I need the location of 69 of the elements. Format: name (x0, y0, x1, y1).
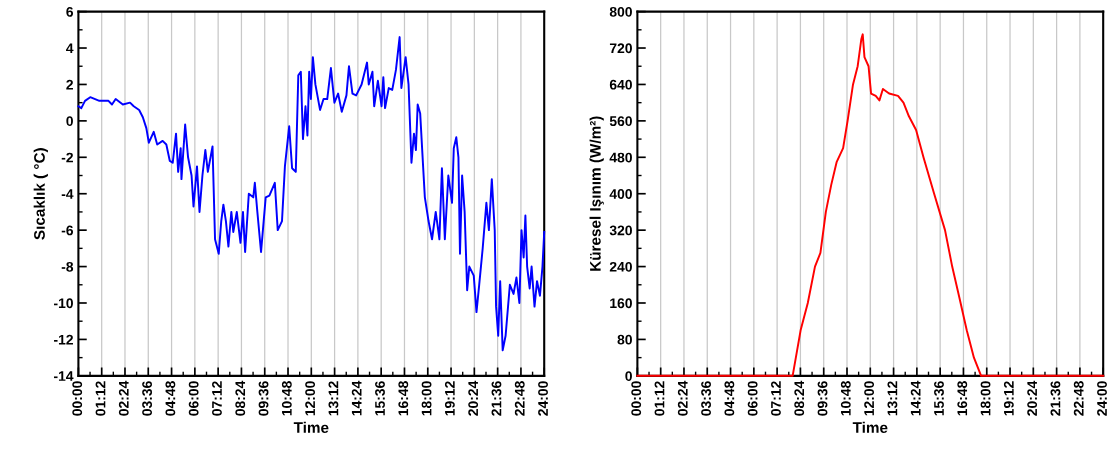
x-tick-label: 21:36 (491, 381, 502, 416)
x-tick-label: 22:48 (514, 381, 525, 416)
line-series (77, 36, 546, 352)
x-tick-label: 04:48 (724, 381, 735, 416)
x-axis-title: Time (852, 421, 888, 433)
x-tick-label: 21:36 (1050, 381, 1061, 416)
x-tick-label: 04:48 (165, 381, 176, 416)
y-tick-label: 0 (66, 116, 73, 127)
x-tick-label: 19:12 (444, 381, 455, 416)
x-axis-title: Time (293, 421, 329, 433)
x-tick-label: 06:00 (188, 381, 199, 416)
x-tick-label: 13:12 (887, 381, 898, 416)
x-tick-label: 24:00 (1097, 381, 1107, 416)
x-tick-label: 07:12 (771, 381, 781, 416)
x-tick-label: 01:12 (95, 381, 106, 416)
x-tick-label: 01:12 (654, 381, 665, 416)
x-tick-label: 24:00 (538, 381, 548, 416)
x-tick-label: 19:12 (1003, 381, 1014, 416)
x-tick-label: 14:24 (351, 380, 362, 416)
x-tick-label: 15:36 (375, 381, 385, 416)
x-tick-label: 12:00 (864, 381, 875, 416)
x-tick-label: 18:00 (421, 381, 432, 416)
y-tick-label: -12 (54, 334, 73, 345)
y-tick-label: 800 (609, 6, 632, 17)
y-tick-label: 240 (609, 261, 632, 272)
y-tick-label: -2 (61, 152, 73, 163)
y-tick-label: 480 (609, 152, 632, 163)
x-tick-label: 16:48 (957, 381, 968, 416)
y-tick-label: 0 (625, 371, 632, 382)
y-tick-label: -8 (61, 261, 74, 272)
y-tick-label: -14 (54, 371, 74, 381)
x-tick-label: 16:48 (398, 381, 409, 416)
y-tick-label: 160 (610, 298, 632, 309)
x-tick-label: 10:48 (840, 381, 851, 416)
x-tick-label: 08:24 (794, 380, 805, 416)
y-axis-title: Sıcaklık ( °C) (33, 148, 48, 240)
x-tick-label: 03:36 (701, 381, 711, 416)
x-tick-label: 02:24 (677, 380, 688, 416)
y-tick-label: 80 (617, 334, 632, 345)
x-tick-label: 22:48 (1073, 381, 1084, 416)
y-tick-label: -6 (61, 225, 74, 236)
y-tick-label: 4 (66, 43, 74, 54)
x-tick-label: 08:24 (235, 380, 246, 416)
y-tick-label: 320 (609, 225, 632, 236)
x-tick-label: 20:24 (468, 380, 479, 416)
x-tick-label: 00:00 (631, 381, 642, 416)
x-tick-label: 10:48 (281, 381, 292, 416)
x-tick-label: 03:36 (142, 381, 153, 416)
x-tick-label: 07:12 (212, 381, 222, 416)
x-tick-label: 09:36 (258, 381, 269, 416)
y-tick-label: -10 (54, 298, 73, 309)
y-tick-label: 6 (66, 6, 74, 17)
x-tick-label: 13:12 (328, 381, 339, 416)
x-tick-label: 14:24 (910, 380, 921, 416)
y-axis-title: Küresel Işınım (W/m²) (589, 116, 604, 271)
y-tick-label: 560 (609, 116, 632, 127)
x-tick-label: 20:24 (1027, 380, 1038, 416)
y-tick-label: -4 (61, 189, 74, 199)
x-tick-label: 09:36 (817, 381, 828, 416)
y-tick-label: 400 (609, 189, 632, 199)
x-tick-label: 06:00 (747, 381, 758, 416)
y-tick-label: 720 (609, 43, 632, 54)
x-tick-label: 15:36 (934, 381, 944, 416)
x-tick-label: 02:24 (118, 380, 129, 416)
x-tick-label: 12:00 (305, 381, 316, 416)
x-tick-label: 18:00 (980, 381, 991, 416)
y-tick-label: 2 (66, 79, 73, 90)
x-tick-label: 00:00 (72, 381, 83, 416)
y-tick-label: 640 (609, 79, 632, 90)
